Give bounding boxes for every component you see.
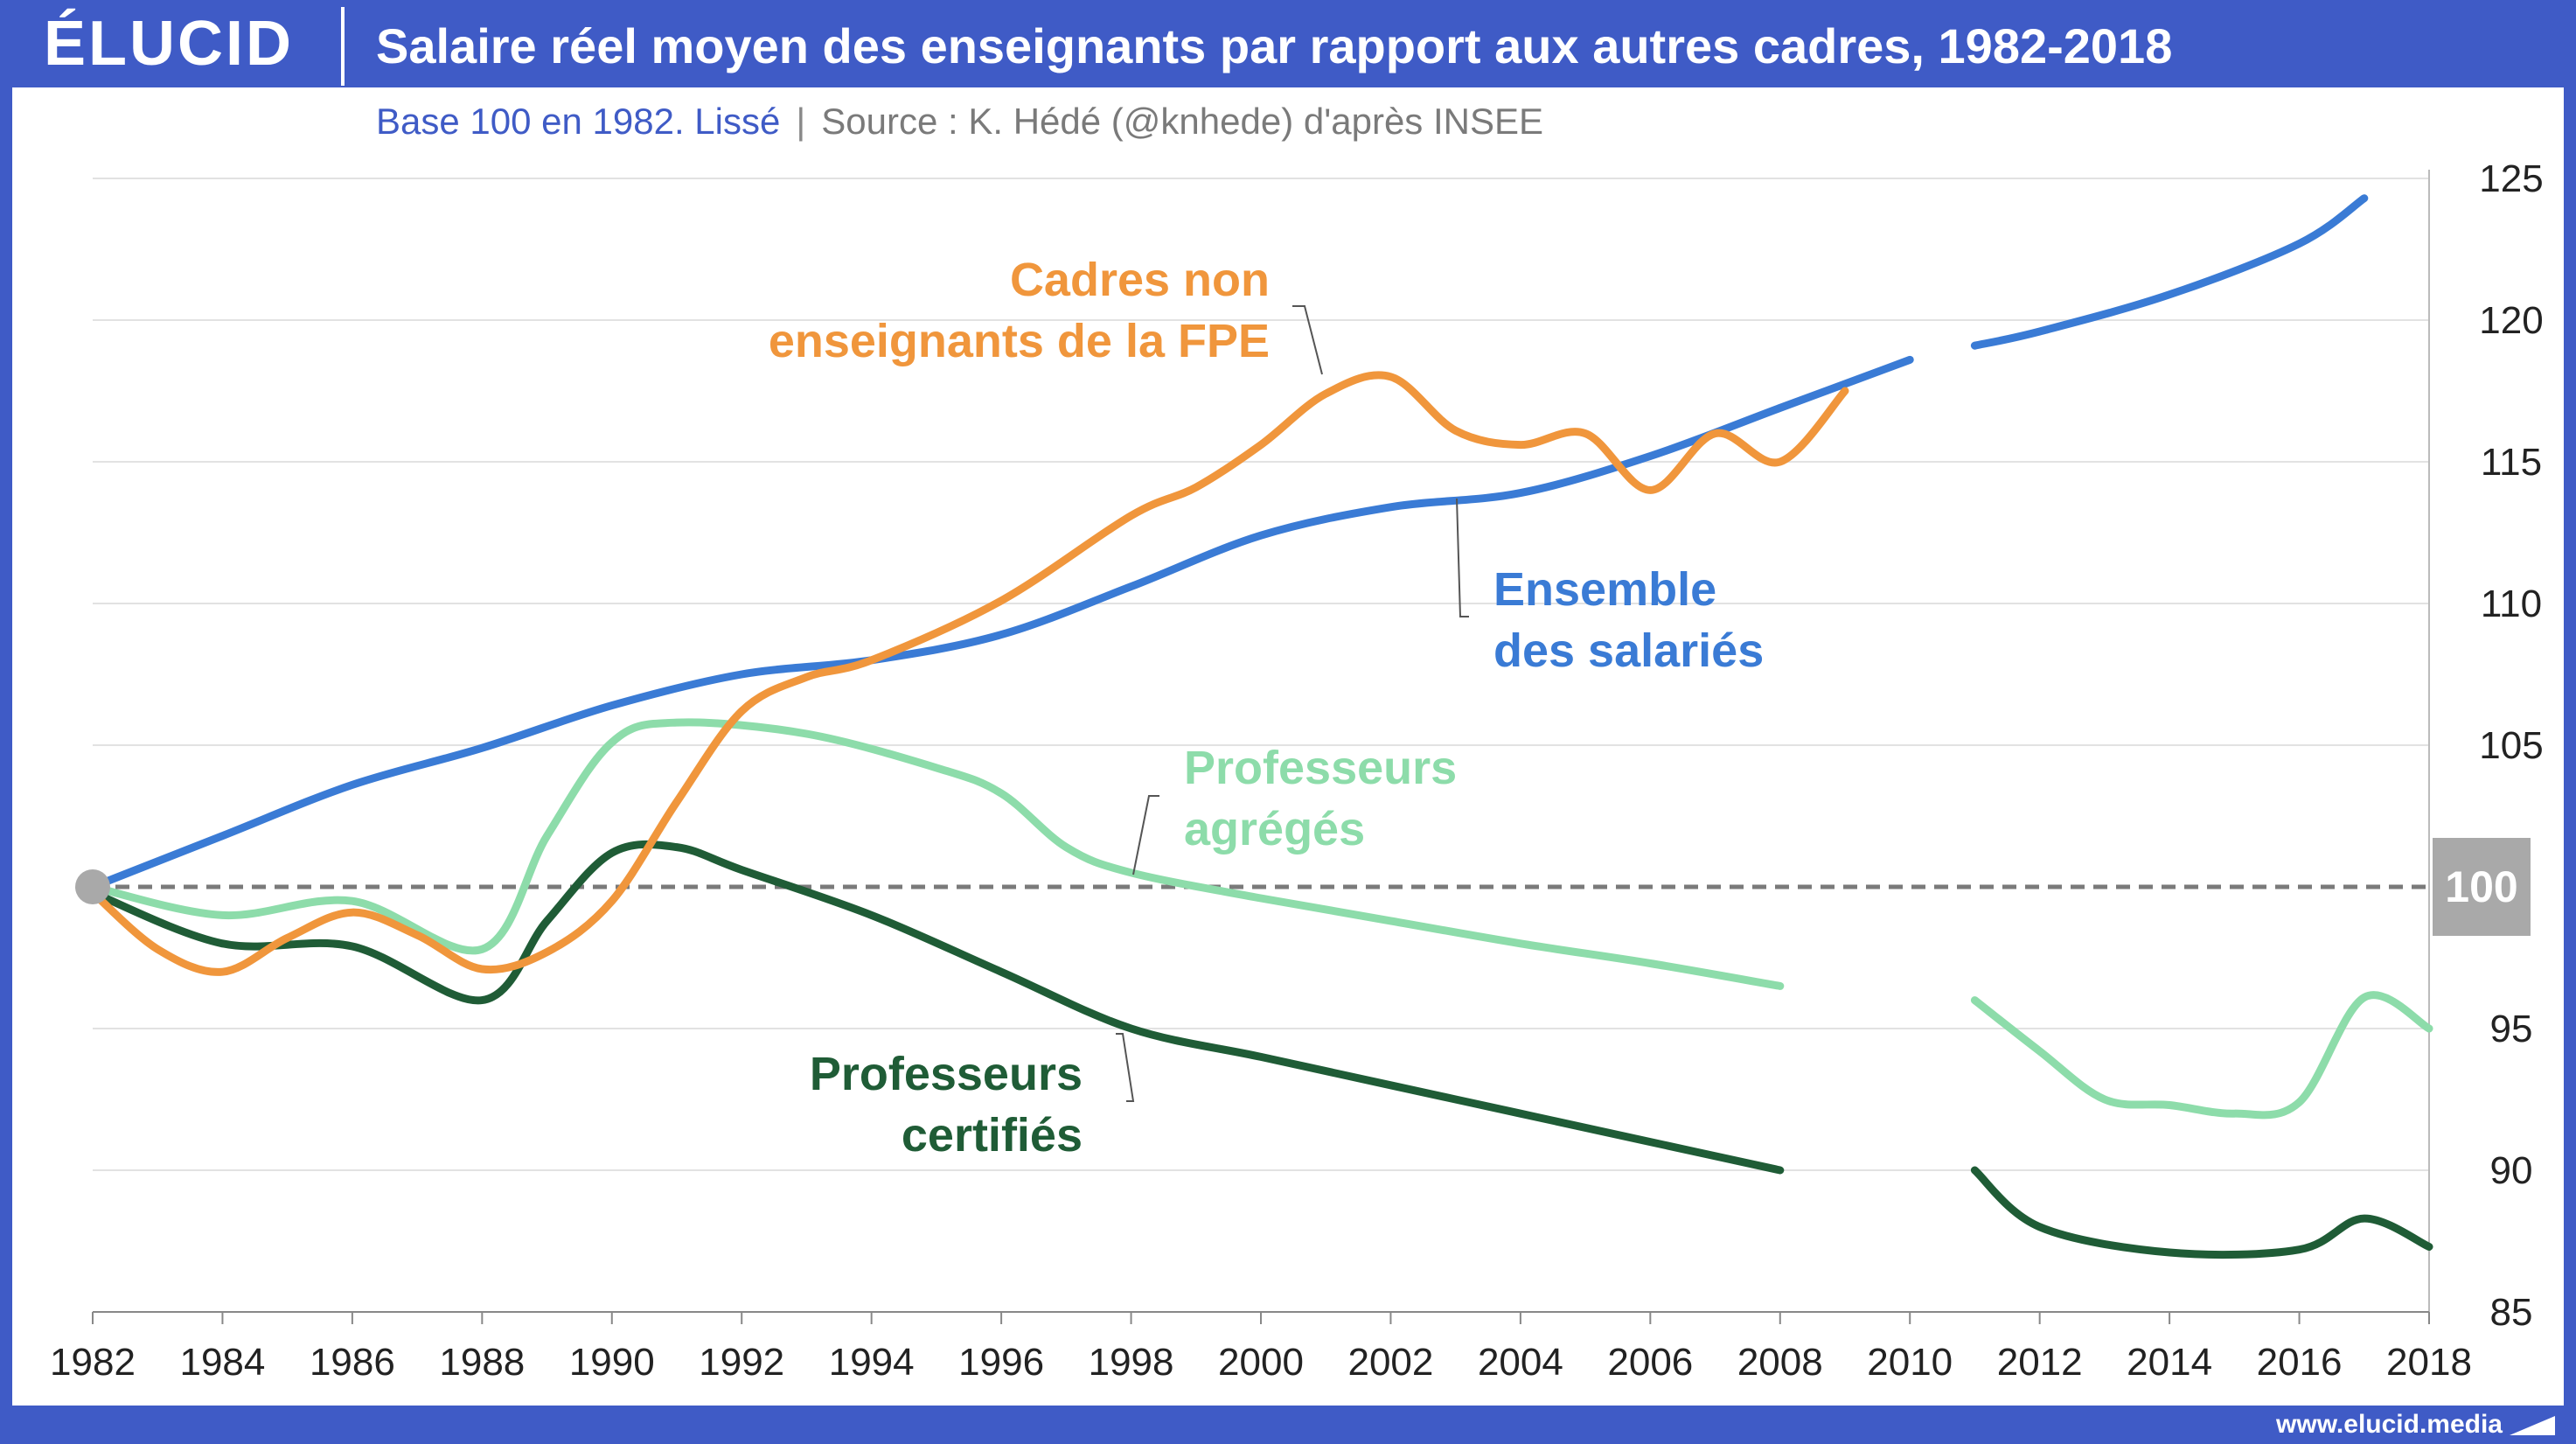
y-tick-label: 115	[2481, 441, 2542, 484]
x-tick-label: 1998	[1089, 1341, 1174, 1384]
reference-badge-label: 100	[2445, 862, 2517, 911]
footer-bar: www.elucid.media	[0, 1406, 2576, 1444]
header-divider	[341, 7, 345, 86]
leader-line-cadres	[1292, 305, 1323, 375]
x-tick-label: 2016	[2257, 1341, 2343, 1384]
leader-line-certifies	[1116, 1033, 1135, 1102]
x-tick-label: 2012	[1997, 1341, 2083, 1384]
x-tick-label: 2008	[1737, 1341, 1823, 1384]
series-lines	[75, 194, 2433, 1259]
x-tick-label: 1984	[179, 1341, 265, 1384]
x-tick-label: 2018	[2386, 1341, 2472, 1384]
series-label-cadres-line-2: enseignants de la FPE	[769, 315, 1270, 367]
series-label-certifies-line-2: certifiés	[902, 1109, 1083, 1161]
series-label-agreges-line-1: Professeurs	[1184, 742, 1457, 794]
y-tick-label: 90	[2490, 1149, 2533, 1192]
elucid-mark-icon	[2510, 1416, 2555, 1435]
x-tick-label: 1982	[50, 1341, 136, 1384]
x-tick-label: 1994	[829, 1341, 915, 1384]
series-line-ensemble-segment-2	[1970, 194, 2369, 350]
x-tick-label: 2014	[2127, 1341, 2212, 1384]
leader-line-agreges	[1132, 795, 1159, 875]
series-line-certifies-segment-1	[88, 840, 1785, 1175]
x-tick-label: 2000	[1218, 1341, 1304, 1384]
x-tick-label: 2004	[1478, 1341, 1563, 1384]
reference-badge	[2433, 838, 2531, 936]
series-label-agreges-line-2: agrégés	[1184, 803, 1365, 855]
x-tick-label: 1988	[439, 1341, 525, 1384]
series-line-agreges-segment-1	[88, 718, 1785, 990]
y-tick-label: 85	[2490, 1291, 2533, 1334]
chart-subtitle: Base 100 en 1982. Lissé | Source : K. Hédé…	[376, 98, 1543, 145]
header-bar: ÉLUCID Salaire réel moyen des enseignant…	[0, 0, 2576, 87]
subtitle-base: Base 100 en 1982. Lissé	[376, 101, 781, 142]
series-line-certifies-segment-2	[1970, 1166, 2433, 1259]
footer-url[interactable]: www.elucid.media	[2276, 1410, 2503, 1439]
subtitle-separator: |	[796, 101, 806, 142]
y-tick-label: 110	[2481, 582, 2542, 625]
origin-marker	[75, 869, 110, 904]
x-tick-label: 1986	[310, 1341, 395, 1384]
subtitle-source: Source : K. Hédé (@knhede) d'après INSEE	[821, 101, 1544, 142]
y-tick-label: 105	[2479, 724, 2543, 767]
y-tick-label: 120	[2479, 299, 2543, 342]
series-labels: Ensemble des salariés Cadres non enseignant…	[769, 254, 1764, 1161]
x-tick-label: 1992	[699, 1341, 784, 1384]
y-tick-label: 125	[2479, 157, 2543, 200]
elucid-logo: ÉLUCID	[44, 9, 294, 79]
x-tick-label: 2006	[1607, 1341, 1693, 1384]
x-tick-label: 1996	[958, 1341, 1044, 1384]
x-tick-label: 2010	[1867, 1341, 1953, 1384]
series-line-ensemble-segment-1	[88, 355, 1914, 891]
x-tick-label: 1990	[569, 1341, 655, 1384]
leader-line-ensemble	[1456, 498, 1469, 617]
series-line-cadres-segment-1	[88, 371, 1849, 976]
series-label-cadres-line-1: Cadres non	[1010, 254, 1270, 306]
y-tick-label: 95	[2490, 1008, 2533, 1050]
chart-title: Salaire réel moyen des enseignants par r…	[376, 18, 2173, 73]
series-label-ensemble-line-1: Ensemble	[1493, 563, 1716, 616]
axes: 85 90 95 105 110 115 120 125 1982 1984 1986 1988 199…	[50, 157, 2544, 1384]
series-label-certifies-line-1: Professeurs	[810, 1048, 1083, 1100]
x-tick-label: 2002	[1347, 1341, 1433, 1384]
series-label-ensemble-line-2: des salariés	[1493, 624, 1764, 677]
series-line-agreges-segment-2	[1970, 991, 2433, 1120]
